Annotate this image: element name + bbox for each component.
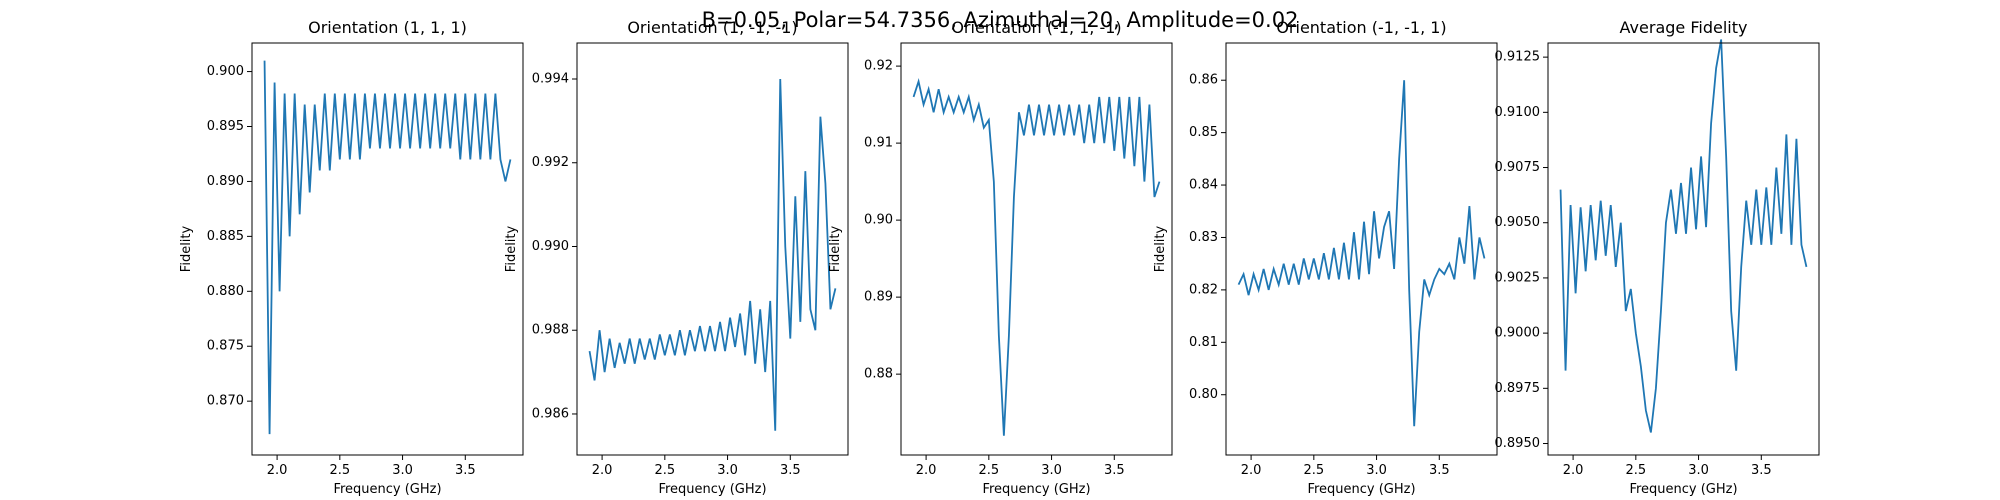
y-tick-label: 0.9125: [1495, 50, 1541, 65]
x-axis-label: Frequency (GHz): [1629, 482, 1737, 497]
subplot-title: Orientation (1, -1, -1): [627, 18, 797, 37]
x-axis-label: Frequency (GHz): [982, 482, 1090, 497]
x-tick-label: 2.0: [1563, 463, 1584, 478]
y-axis-label: Fidelity: [1153, 225, 1168, 272]
y-tick-label: 0.9075: [1495, 160, 1541, 175]
y-tick-label: 0.80: [1189, 387, 1218, 402]
x-tick-label: 2.0: [916, 463, 937, 478]
x-axis-label: Frequency (GHz): [333, 482, 441, 497]
x-tick-label: 3.0: [1041, 463, 1062, 478]
y-tick-label: 0.994: [532, 72, 569, 87]
y-tick-label: 0.9050: [1495, 215, 1541, 230]
y-tick-label: 0.875: [207, 339, 244, 354]
y-tick-label: 0.91: [864, 136, 893, 151]
y-tick-label: 0.9000: [1495, 326, 1541, 341]
y-tick-label: 0.992: [532, 155, 569, 170]
y-tick-label: 0.83: [1189, 230, 1218, 245]
figure-title: B=0.05, Polar=54.7356, Azimuthal=20, Amp…: [702, 8, 1299, 32]
x-tick-label: 2.5: [1303, 463, 1324, 478]
y-tick-label: 0.92: [864, 59, 893, 74]
y-tick-label: 0.86: [1189, 73, 1218, 88]
y-tick-label: 0.895: [207, 119, 244, 134]
x-tick-label: 2.5: [654, 463, 675, 478]
x-tick-label: 3.5: [780, 463, 801, 478]
subplot-title: Average Fidelity: [1620, 18, 1748, 37]
y-tick-label: 0.990: [532, 239, 569, 254]
y-axis-label: Fidelity: [504, 225, 519, 272]
data-line: [1559, 39, 1808, 433]
x-axis-label: Frequency (GHz): [658, 482, 766, 497]
y-tick-label: 0.88: [864, 367, 893, 382]
subplot: Orientation (-1, -1, 1) 2.0 2.5 3.0 3.5 0.80 0…: [1153, 18, 1498, 497]
x-tick-label: 3.5: [1429, 463, 1450, 478]
x-tick-label: 3.0: [1366, 463, 1387, 478]
data-line: [1237, 80, 1486, 427]
data-line: [912, 78, 1161, 436]
y-tick-label: 0.986: [532, 406, 569, 421]
x-tick-label: 2.5: [1625, 463, 1646, 478]
y-tick-label: 0.81: [1189, 335, 1218, 350]
y-tick-label: 0.9100: [1495, 105, 1541, 120]
y-tick-label: 0.890: [207, 174, 244, 189]
subplot-title: Orientation (1, 1, 1): [308, 18, 467, 37]
y-axis-label: Fidelity: [179, 225, 194, 272]
y-tick-label: 0.870: [207, 394, 244, 409]
subplot-title: Orientation (-1, -1, 1): [1276, 18, 1446, 37]
y-tick-label: 0.90: [864, 213, 893, 228]
y-axis-label: Fidelity: [828, 225, 843, 272]
y-tick-label: 0.8975: [1495, 381, 1541, 396]
axes-frame: [251, 42, 524, 456]
x-tick-label: 2.5: [329, 463, 350, 478]
x-tick-label: 3.0: [1688, 463, 1709, 478]
x-tick-label: 2.0: [267, 463, 288, 478]
x-tick-label: 3.0: [392, 463, 413, 478]
y-tick-label: 0.9025: [1495, 270, 1541, 285]
y-tick-label: 0.880: [207, 284, 244, 299]
y-tick-label: 0.900: [207, 64, 244, 79]
y-tick-label: 0.885: [207, 229, 244, 244]
x-tick-label: 3.0: [717, 463, 738, 478]
x-tick-label: 2.0: [1241, 463, 1262, 478]
y-tick-label: 0.84: [1189, 178, 1218, 193]
y-tick-label: 0.988: [532, 323, 569, 338]
y-tick-label: 0.89: [864, 290, 893, 305]
y-tick-label: 0.85: [1189, 125, 1218, 140]
y-tick-label: 0.8950: [1495, 436, 1541, 451]
x-tick-label: 2.5: [978, 463, 999, 478]
x-tick-label: 2.0: [592, 463, 613, 478]
subplot: Orientation (1, -1, -1) 2.0 2.5 3.0 3.5 0.986…: [504, 18, 849, 497]
data-line: [588, 78, 837, 431]
subplot-title: Orientation (-1, 1, -1): [951, 18, 1121, 37]
x-tick-label: 3.5: [1751, 463, 1772, 478]
axes-frame: [1225, 42, 1498, 456]
x-tick-label: 3.5: [1104, 463, 1125, 478]
x-tick-label: 3.5: [455, 463, 476, 478]
axes-frame: [900, 42, 1173, 456]
subplot: Orientation (1, 1, 1) 2.0 2.5 3.0 3.5 0.870 0.…: [179, 18, 524, 497]
subplot: Orientation (-1, 1, -1) 2.0 2.5 3.0 3.5 0.88 0…: [828, 18, 1173, 497]
axes-frame: [576, 42, 849, 456]
y-tick-label: 0.82: [1189, 282, 1218, 297]
subplot: Average Fidelity 2.0 2.5 3.0 3.5 0.8950 0.8975…: [1495, 18, 1820, 497]
data-line: [263, 60, 512, 435]
x-axis-label: Frequency (GHz): [1307, 482, 1415, 497]
axes-frame: [1547, 42, 1820, 456]
